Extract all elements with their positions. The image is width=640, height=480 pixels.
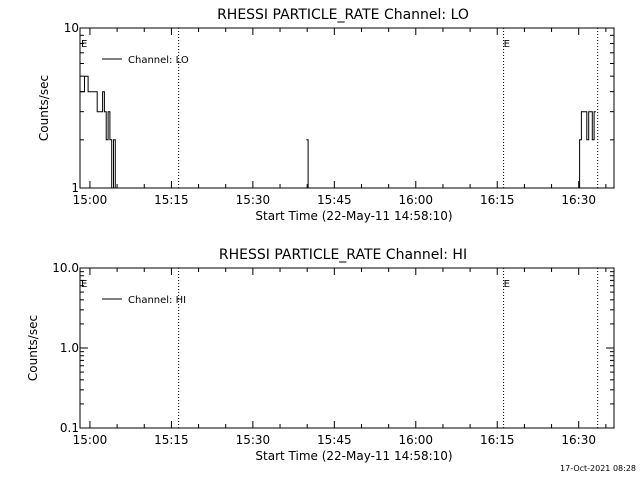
x-tick-label: 15:45 — [317, 433, 352, 447]
x-tick-label: 16:00 — [398, 193, 433, 207]
legend-label: Channel: LO — [128, 55, 189, 66]
x-tick-label: 15:30 — [236, 433, 271, 447]
chart-title: RHESSI PARTICLE_RATE Channel: LO — [217, 7, 469, 23]
event-marker-label: E — [504, 279, 510, 290]
x-tick-label: 15:15 — [154, 193, 189, 207]
x-tick-label: 15:15 — [154, 433, 189, 447]
chart-title: RHESSI PARTICLE_RATE Channel: HI — [219, 247, 467, 263]
x-tick-label: 16:15 — [480, 433, 515, 447]
x-tick-label: 16:30 — [561, 193, 596, 207]
y-tick-label: 10.0 — [52, 261, 79, 275]
event-marker-label: E — [81, 39, 87, 50]
x-axis-label: Start Time (22-May-11 14:58:10) — [255, 449, 452, 463]
x-tick-label: 15:30 — [236, 193, 271, 207]
x-tick-label: 15:00 — [73, 193, 108, 207]
plot-frame — [79, 27, 615, 189]
x-axis-label: Start Time (22-May-11 14:58:10) — [255, 209, 452, 223]
x-tick-label: 16:15 — [480, 193, 515, 207]
chart-panel-2: RHESSI PARTICLE_RATE Channel: HI 15:00 15:… — [26, 247, 615, 463]
series-line-segment — [80, 75, 116, 189]
legend-label: Channel: HI — [128, 295, 186, 306]
y-tick-label: 1.0 — [60, 341, 79, 355]
event-marker-label: E — [504, 39, 510, 50]
x-tick-label: 15:45 — [317, 193, 352, 207]
series-line-segment — [577, 111, 596, 189]
x-tick-label: 16:00 — [398, 433, 433, 447]
chart-panel-1: RHESSI PARTICLE_RATE Channel: LO 15:00 15:… — [37, 7, 615, 223]
event-marker-label: E — [81, 279, 87, 290]
y-tick-label: 1 — [71, 181, 79, 195]
y-axis-label: Counts/sec — [37, 75, 51, 141]
y-tick-label: 0.1 — [60, 421, 79, 435]
footer-timestamp: 17-Oct-2021 08:28 — [560, 464, 636, 473]
x-tick-label: 15:00 — [73, 433, 108, 447]
y-axis-label: Counts/sec — [26, 315, 40, 381]
y-tick-label: 10 — [64, 21, 79, 35]
x-tick-label: 16:30 — [561, 433, 596, 447]
plot-frame — [79, 267, 615, 429]
series-line-segment — [306, 139, 310, 189]
